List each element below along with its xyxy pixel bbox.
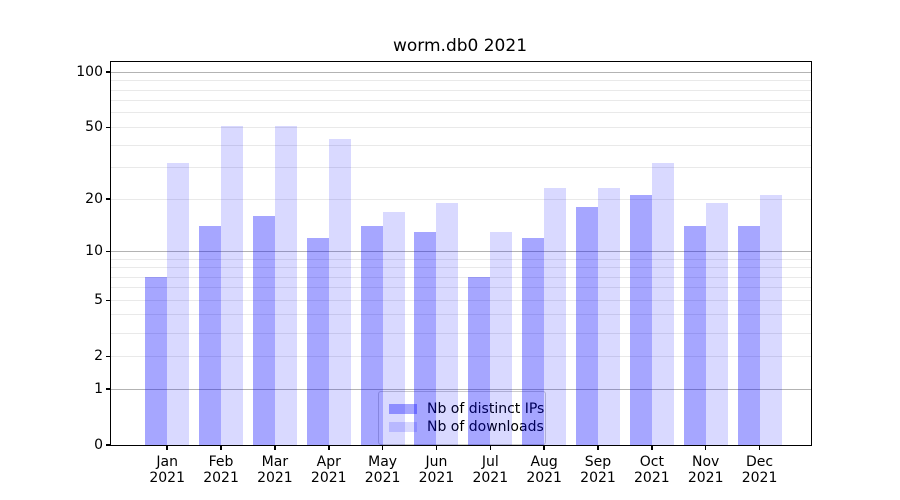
x-tick-label: Mar 2021 (257, 454, 293, 486)
gridline (111, 100, 811, 102)
x-tick-label: Aug 2021 (526, 454, 562, 486)
legend-swatch-distinct-ips-icon (389, 404, 417, 414)
x-tick (166, 446, 168, 450)
bar-downloads (759, 195, 782, 445)
x-tick-label: Feb 2021 (203, 454, 239, 486)
x-tick-label: Jun 2021 (418, 454, 455, 486)
bar-downloads (651, 162, 674, 445)
x-tick (597, 446, 599, 450)
y-tick (106, 71, 110, 73)
gridline (111, 167, 811, 169)
gridline (111, 355, 811, 357)
x-tick-label: Apr 2021 (310, 454, 347, 486)
y-tick-label: 1 (94, 381, 103, 397)
x-tick (274, 446, 276, 450)
gridline (111, 80, 811, 82)
y-tick-label: 10 (85, 243, 103, 260)
x-tick (651, 446, 653, 450)
x-tick-label: Jan 2021 (149, 454, 185, 486)
bar-downloads (436, 203, 459, 445)
bar-distinct-ips (306, 237, 329, 445)
legend-swatch-downloads-icon (389, 422, 417, 432)
y-tick-label: 100 (76, 64, 103, 81)
bar-downloads (598, 188, 620, 445)
gridline (111, 112, 811, 114)
y-tick (106, 198, 110, 200)
x-tick-label: May 2021 (364, 454, 401, 486)
y-tick-label: 0 (94, 437, 103, 453)
bar-distinct-ips (145, 277, 168, 445)
gridline (111, 267, 811, 268)
gridline (111, 332, 811, 334)
x-tick-label: Dec 2021 (741, 454, 778, 486)
gridline (111, 314, 811, 316)
bar-distinct-ips (576, 207, 598, 445)
legend: Nb of distinct IPs Nb of downloads (378, 391, 546, 445)
bar-distinct-ips (252, 216, 275, 445)
bar-distinct-ips (737, 226, 760, 445)
bar-distinct-ips (360, 226, 383, 445)
gridline (111, 126, 811, 128)
y-tick (106, 250, 110, 253)
gridline (111, 276, 811, 278)
bar-downloads (221, 125, 244, 445)
x-tick (381, 446, 384, 450)
bar-downloads (167, 162, 190, 445)
bar-distinct-ips (199, 226, 222, 445)
x-tick (328, 446, 330, 450)
gridline (111, 144, 811, 146)
y-tick (106, 355, 110, 357)
x-tick (220, 446, 222, 450)
bar-downloads (544, 188, 567, 445)
bar-distinct-ips (468, 277, 491, 445)
x-tick-label: Nov 2021 (687, 454, 724, 486)
y-tick-label: 2 (94, 348, 103, 365)
y-tick (106, 126, 110, 129)
bar-downloads (328, 139, 351, 445)
bar-distinct-ips (522, 237, 545, 445)
x-tick (704, 446, 707, 450)
y-tick-label: 20 (85, 191, 103, 208)
y-tick (106, 299, 110, 301)
y-tick (106, 444, 110, 446)
bar-downloads (490, 231, 513, 445)
bar-distinct-ips (629, 195, 652, 445)
gridline (111, 89, 811, 91)
y-tick-label: 50 (85, 119, 103, 136)
gridline-major (111, 388, 811, 390)
plot-area: Nb of distinct IPs Nb of downloads 0 1 2 5 1… (76, 61, 812, 486)
gridline (111, 198, 811, 200)
x-tick (758, 446, 761, 450)
x-tick (435, 446, 438, 450)
gridline (111, 287, 811, 289)
gridline (111, 299, 811, 301)
legend-label-distinct-ips: Nb of distinct IPs (427, 401, 545, 417)
gridline-major (111, 71, 811, 73)
y-tick-label: 5 (94, 292, 103, 309)
bar-downloads (274, 125, 297, 445)
x-tick (489, 446, 492, 450)
x-tick-label: Sep 2021 (580, 454, 616, 486)
x-tick-label: Oct 2021 (634, 454, 670, 486)
legend-entry-downloads: Nb of downloads (389, 419, 544, 435)
gridline-major (111, 250, 811, 252)
chart-title: worm.db0 2021 (392, 36, 528, 56)
bar-downloads (382, 211, 405, 445)
legend-label-downloads: Nb of downloads (427, 419, 544, 435)
legend-entry-distinct-ips: Nb of distinct IPs (389, 401, 544, 417)
bar-distinct-ips (683, 226, 706, 445)
x-tick-label: Jul 2021 (472, 454, 509, 486)
gridline (111, 258, 811, 260)
bar-downloads (705, 203, 728, 445)
bar-distinct-ips (414, 231, 437, 445)
y-tick (106, 388, 110, 390)
x-tick (543, 446, 545, 450)
